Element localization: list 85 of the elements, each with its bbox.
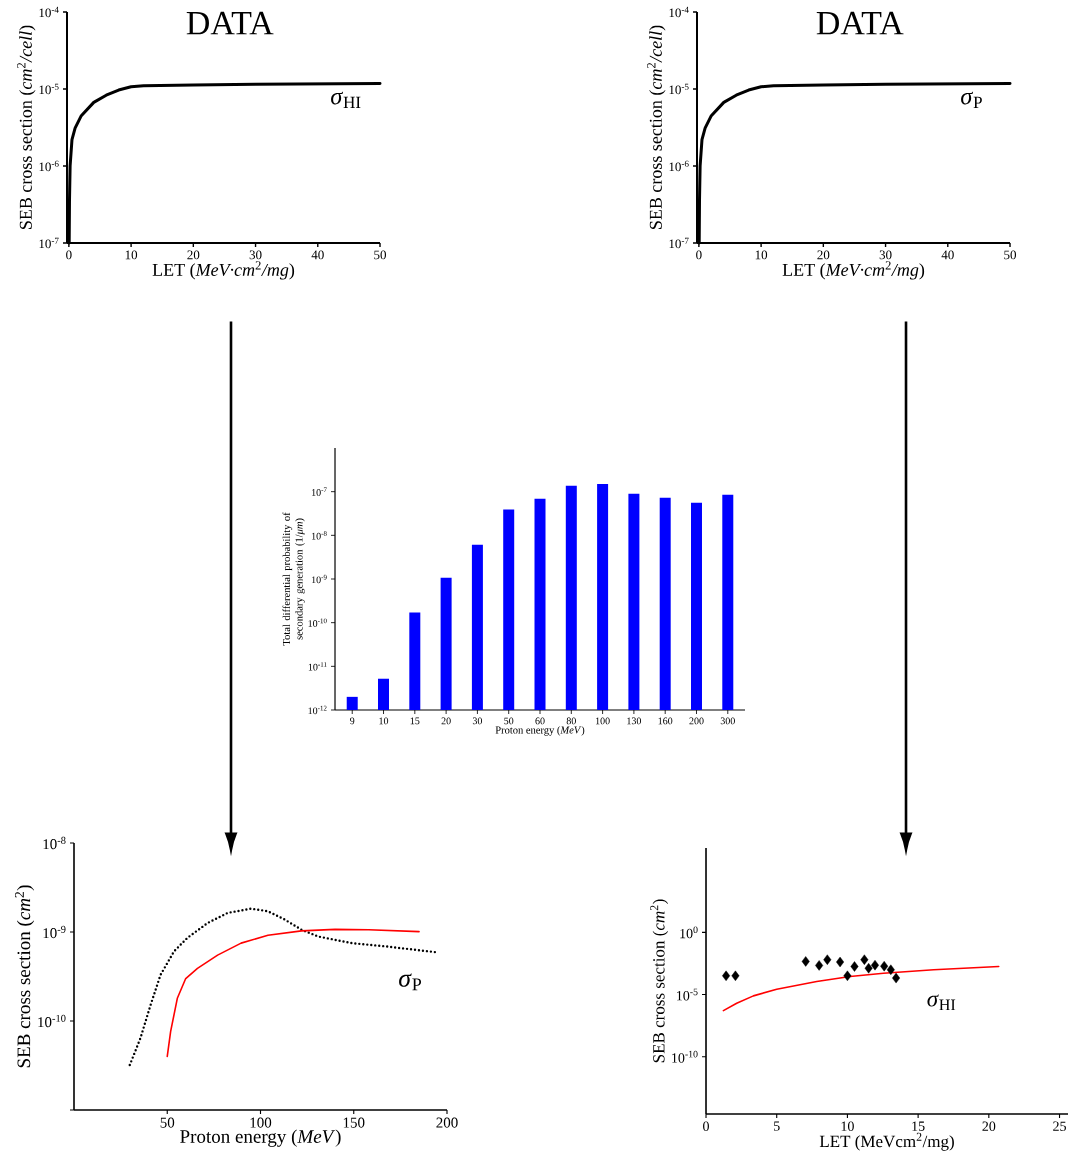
y-tick-label: 10$^{-7}$ <box>39 237 59 249</box>
point <box>823 954 832 965</box>
x-axis-title: Proton energy (MeV) <box>495 726 585 736</box>
x-tick-label: 100 <box>250 1117 272 1128</box>
x-tick-label: 300 <box>720 717 735 725</box>
annotation: σ$_{HI}$ <box>927 994 956 1011</box>
y-axis-title: SEB cross section (cm$^{2}$/cell) <box>647 25 666 229</box>
point <box>850 961 859 972</box>
x-tick-label: 100 <box>595 717 610 725</box>
line-series <box>166 928 420 1058</box>
y-tick-label: 10$^{-6}$ <box>669 160 689 172</box>
x-tick-label: 10 <box>755 250 768 260</box>
x-tick-label: 20 <box>187 250 200 260</box>
y-tick-label: 10$^{-12}$ <box>308 705 327 715</box>
x-tick-label: 50 <box>374 250 387 260</box>
y-tick-label: 10$^{-8}$ <box>43 836 66 850</box>
point <box>892 972 901 984</box>
x-tick-label: 20 <box>982 1121 996 1131</box>
y-tick-label: 10$^{-10}$ <box>672 1050 698 1063</box>
x-axis-title: Proton energy (MeV) <box>180 1129 341 1147</box>
annotation: σ$_{P}$ <box>961 91 982 108</box>
y-tick-label: 10$^{-10}$ <box>308 618 327 627</box>
point <box>815 960 824 971</box>
point <box>860 954 869 965</box>
y-tick-label: 10$^{-5}$ <box>669 83 689 95</box>
x-tick-label: 25 <box>1053 1121 1066 1131</box>
x-tick-label: 130 <box>627 717 642 725</box>
x-tick-label: 50 <box>1004 250 1017 260</box>
x-tick-label: 50 <box>160 1117 175 1128</box>
y-tick-label: 10$^{-10}$ <box>38 1014 66 1028</box>
line-series <box>128 907 439 1067</box>
x-tick-label: 10 <box>841 1121 854 1131</box>
x-tick-label: 30 <box>472 717 483 725</box>
x-tick-label: 160 <box>658 717 673 725</box>
annotation: σ$_{HI}$ <box>331 91 361 108</box>
x-tick-label: 60 <box>535 717 545 725</box>
x-tick-label: 0 <box>703 1121 709 1131</box>
x-tick-label: 200 <box>436 1117 458 1128</box>
annotation: σ$_{P}$ <box>399 973 422 991</box>
point <box>886 964 895 975</box>
y-tick-label: 10$^{-9}$ <box>43 925 66 939</box>
x-tick-label: 150 <box>343 1117 365 1128</box>
y-tick-label: 10$^{-4}$ <box>39 6 59 18</box>
y-tick-label: 10$^{-7}$ <box>669 237 689 249</box>
x-axis-title: LET (MeV·cm$^{2}$/mg) <box>782 261 925 280</box>
y-tick-label: 10$^{-11}$ <box>308 662 327 671</box>
x-tick-label: 50 <box>504 717 514 725</box>
y-axis-title: SEB cross section (cm$^{2}$/cell) <box>17 25 36 229</box>
x-tick-label: 40 <box>941 250 954 260</box>
x-axis-title: LET (MeVcm$^{2}$/mg) <box>819 1132 954 1151</box>
x-axis-title: LET (MeV·cm$^{2}$/mg) <box>152 261 295 280</box>
x-tick-label: 9 <box>350 717 355 725</box>
point <box>731 970 740 982</box>
y-axis-title: SEB cross section (cm$^{2}$) <box>650 899 669 1063</box>
y-tick-label: 10$^{-5}$ <box>39 83 59 95</box>
point <box>864 963 873 974</box>
x-tick-label: 10 <box>379 717 389 725</box>
x-tick-label: 15 <box>912 1121 925 1131</box>
y-tick-label: 10$^{-7}$ <box>312 487 327 496</box>
y-tick-label: 10$^{-5}$ <box>677 988 698 1001</box>
y-axis-title: SEB cross section (cm$^{2}$) <box>14 885 35 1068</box>
x-tick-label: 40 <box>311 250 324 260</box>
x-tick-label: 20 <box>441 717 451 725</box>
point <box>843 970 852 982</box>
x-tick-label: 20 <box>817 250 830 260</box>
y-tick-label: 10$^{-9}$ <box>312 574 327 584</box>
chart-title: DATA <box>186 11 274 35</box>
x-tick-label: 0 <box>696 250 702 260</box>
x-tick-label: 0 <box>66 250 72 260</box>
x-tick-label: 15 <box>410 717 420 725</box>
x-tick-label: 5 <box>774 1121 780 1131</box>
chart-title: DATA <box>816 11 904 35</box>
point <box>836 956 845 968</box>
y-tick-label: 10$^{-4}$ <box>669 6 689 18</box>
x-tick-label: 30 <box>879 250 892 260</box>
y-tick-label: 10$^{0}$ <box>680 926 698 939</box>
point <box>722 970 731 982</box>
x-tick-label: 200 <box>689 717 704 725</box>
point <box>880 960 889 972</box>
x-tick-label: 30 <box>249 250 262 260</box>
x-tick-label: 80 <box>566 717 576 725</box>
point <box>801 956 810 967</box>
x-tick-label: 10 <box>125 250 138 260</box>
y-tick-label: 10$^{-8}$ <box>312 531 327 540</box>
y-tick-label: 10$^{-6}$ <box>39 160 59 172</box>
